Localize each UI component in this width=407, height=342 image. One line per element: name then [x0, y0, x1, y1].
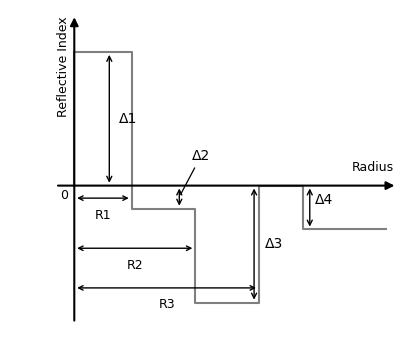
Text: Δ3: Δ3 — [265, 237, 283, 251]
Text: R1: R1 — [94, 209, 111, 222]
Text: 0: 0 — [61, 189, 68, 202]
Text: Δ2: Δ2 — [181, 149, 210, 195]
Text: Δ4: Δ4 — [315, 193, 333, 207]
Text: R3: R3 — [158, 298, 175, 311]
Text: Δ1: Δ1 — [119, 112, 137, 126]
Text: R2: R2 — [127, 259, 143, 272]
Text: Radius: Radius — [352, 161, 394, 174]
Text: Reflective Index: Reflective Index — [57, 16, 70, 117]
